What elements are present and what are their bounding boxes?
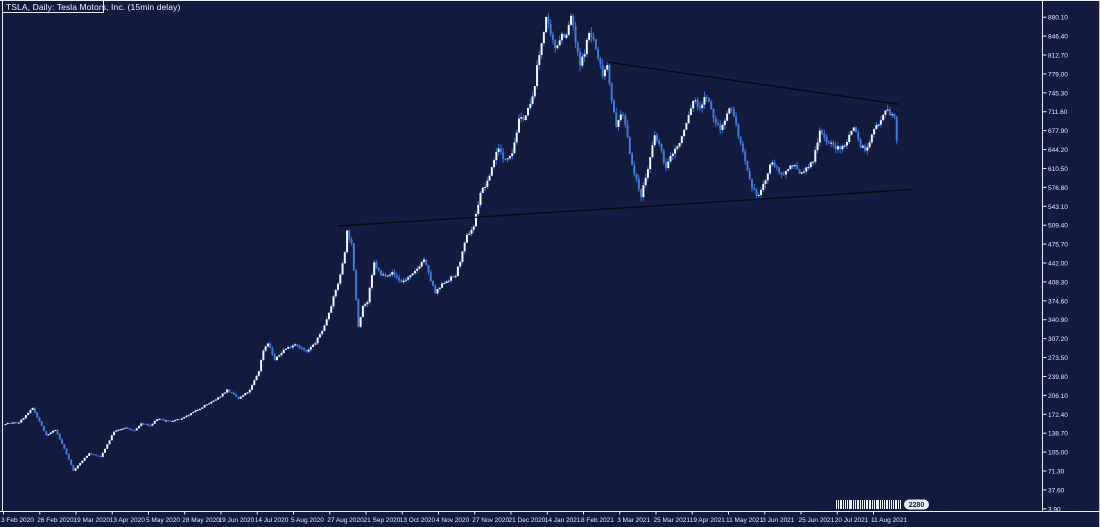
price-tick-label: 812.70 — [1048, 53, 1068, 60]
barcode-bar — [853, 500, 854, 509]
price-tick-label: 307.20 — [1048, 336, 1068, 343]
date-tick-label: 27 Nov 2020 — [472, 517, 509, 524]
date-tick-label: 19 Apr 2021 — [690, 517, 725, 524]
date-tick-label: 25 Jun 2021 — [799, 517, 835, 524]
barcode-bar — [886, 500, 888, 509]
trendline-upper-resistance[interactable] — [607, 61, 900, 105]
barcode-bar — [869, 500, 871, 509]
price-tick-label: 745.30 — [1048, 90, 1068, 97]
barcode-bar — [866, 500, 868, 509]
barcode-bar — [836, 500, 837, 509]
price-tick-label: 576.80 — [1048, 185, 1068, 192]
barcode-bar — [847, 500, 848, 509]
trendline-lower-support[interactable] — [337, 188, 913, 227]
barcode-bar — [891, 500, 892, 509]
price-tick-label: 880.10 — [1048, 15, 1068, 22]
date-tick-label: 14 Jul 2020 — [255, 517, 289, 524]
date-tick-label: 5 May 2020 — [146, 517, 180, 524]
barcode-bar — [860, 500, 861, 509]
price-tick-label: 105.00 — [1048, 450, 1068, 457]
date-tick-label: 19 Jun 2020 — [219, 517, 255, 524]
chart-plot-area[interactable] — [3, 1, 1043, 512]
barcode-bar — [876, 500, 879, 509]
date-tick-label: 25 Mar 2021 — [654, 517, 691, 524]
date-tick-label: 21 Dec 2020 — [509, 517, 546, 524]
barcode-label: 2280 — [909, 502, 925, 509]
barcode-bar — [898, 500, 899, 509]
date-tick-label: 3 Jun 2021 — [762, 517, 795, 524]
price-tick-label: 779.00 — [1048, 71, 1068, 78]
barcode-bar — [838, 500, 839, 509]
price-tick-label: 543.10 — [1048, 204, 1068, 211]
barcode-bar — [895, 500, 897, 509]
barcode-bar — [864, 500, 865, 509]
barcode-bar — [874, 500, 875, 509]
date-tick-label: 8 Feb 2021 — [581, 517, 614, 524]
barcode-bar — [893, 500, 894, 509]
price-axis[interactable]: 880.10 846.40 812.70 779.00 745.30 711.60 677.… — [1043, 15, 1068, 514]
candlestick-series — [4, 13, 898, 472]
barcode-bar — [872, 500, 873, 509]
price-tick-label: 239.80 — [1048, 374, 1068, 381]
date-tick-label: 13 Oct 2020 — [400, 517, 436, 524]
price-tick-label: 374.60 — [1048, 298, 1068, 305]
barcode-bar — [845, 500, 846, 509]
barcode-bar — [880, 500, 881, 509]
date-tick-label: 14 Jan 2021 — [545, 517, 581, 524]
date-tick-label: 4 Nov 2020 — [436, 517, 470, 524]
date-tick-label: 19 Mar 2020 — [74, 517, 111, 524]
price-tick-label: 846.40 — [1048, 34, 1068, 41]
price-tick-label: 37.60 — [1048, 487, 1065, 494]
date-axis[interactable]: 3 Feb 2020 26 Feb 2020 19 Mar 2020 13 Apr 2… — [1, 511, 907, 525]
date-tick-label: 26 Feb 2020 — [37, 517, 74, 524]
date-tick-label: 21 Sep 2020 — [364, 517, 401, 524]
barcode-bar — [862, 500, 863, 509]
barcode-bar — [855, 500, 856, 509]
barcode-capsule — [904, 499, 929, 510]
price-tick-label: 206.10 — [1048, 393, 1068, 400]
price-tick-label: 442.00 — [1048, 261, 1068, 268]
barcode-bar — [857, 500, 859, 509]
barcode-bar — [889, 500, 890, 509]
chart-title: TSLA, Daily: Tesla Motors, Inc. (15min d… — [6, 2, 181, 12]
price-tick-label: 138.70 — [1048, 431, 1068, 438]
date-tick-label: 13 Apr 2020 — [110, 517, 145, 524]
barcode-bar — [840, 500, 842, 509]
barcode-bar — [849, 500, 852, 509]
trendlines[interactable] — [337, 61, 913, 227]
barcode-bar — [882, 500, 883, 509]
price-tick-label: 340.90 — [1048, 317, 1068, 324]
barcode-bar — [900, 500, 901, 509]
price-tick-label: 3.90 — [1048, 506, 1061, 513]
price-tick-label: 475.70 — [1048, 242, 1068, 249]
price-tick-label: 711.60 — [1048, 109, 1068, 116]
barcode-bar — [884, 500, 885, 509]
date-tick-label: 5 Aug 2020 — [291, 517, 324, 524]
date-tick-label: 3 Feb 2020 — [1, 517, 34, 524]
barcode-watermark: 2280 — [836, 499, 929, 510]
date-tick-label: 3 Mar 2021 — [617, 517, 650, 524]
barcode-bar — [843, 500, 844, 509]
date-tick-label: 11 May 2021 — [726, 517, 763, 524]
price-tick-label: 644.20 — [1048, 147, 1068, 154]
date-tick-label: 28 May 2020 — [182, 517, 220, 524]
price-tick-label: 408.30 — [1048, 279, 1068, 286]
price-tick-label: 509.40 — [1048, 223, 1068, 230]
price-tick-label: 71.30 — [1048, 468, 1065, 475]
price-tick-label: 677.90 — [1048, 128, 1068, 135]
date-tick-label: 27 Aug 2020 — [327, 517, 364, 524]
date-tick-label: 20 Jul 2021 — [835, 517, 869, 524]
date-tick-label: 11 Aug 2021 — [871, 517, 907, 524]
price-tick-label: 172.40 — [1048, 412, 1068, 419]
price-tick-label: 273.50 — [1048, 355, 1068, 362]
price-tick-label: 610.50 — [1048, 166, 1068, 173]
